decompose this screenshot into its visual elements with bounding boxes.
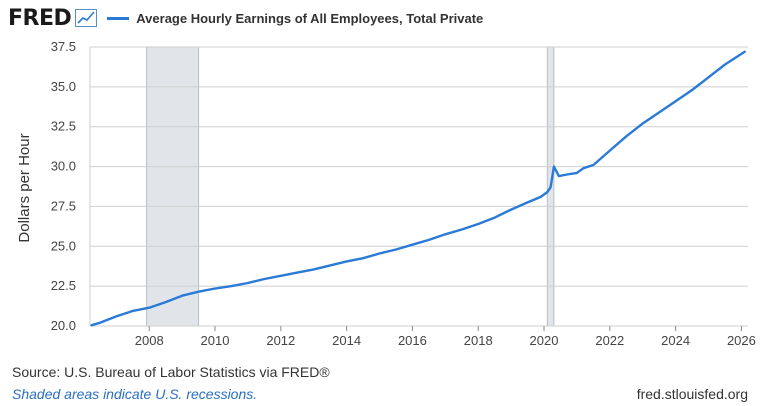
y-axis-ticks: 20.0 22.5 25.0 27.5 30.0 32.5 35.0 37.5 [51, 39, 76, 333]
recession-layer [146, 46, 555, 327]
chart-legend: Average Hourly Earnings of All Employees… [107, 11, 483, 26]
grid-layer [89, 46, 748, 327]
x-tick-label: 2024 [661, 333, 690, 348]
fred-logo[interactable]: FRED [8, 5, 72, 31]
recession-note: Shaded areas indicate U.S. recessions. [12, 386, 258, 402]
x-tick-label: 2026 [727, 333, 756, 348]
x-tick-label: 2022 [595, 333, 624, 348]
x-tick-label: 2016 [398, 333, 427, 348]
fred-url-link[interactable]: fred.stlouisfed.org [636, 386, 748, 402]
y-tick-label: 37.5 [51, 39, 76, 54]
y-tick-label: 35.0 [51, 79, 76, 94]
x-tick-label: 2008 [135, 333, 164, 348]
y-tick-label: 25.0 [51, 238, 76, 253]
y-tick-label: 32.5 [51, 119, 76, 134]
x-tick-label: 2012 [266, 333, 295, 348]
y-tick-label: 20.0 [51, 318, 76, 333]
series-line [90, 50, 746, 327]
y-tick-label: 22.5 [51, 278, 76, 293]
x-tick-label: 2018 [464, 333, 493, 348]
recession-band [146, 46, 200, 327]
chart-title: Average Hourly Earnings of All Employees… [136, 10, 484, 26]
x-axis-ticks: 2008 2010 2012 2014 2016 2018 2020 2022 2024 2026 [135, 326, 756, 348]
x-tick-label: 2020 [530, 333, 559, 348]
x-tick-label: 2010 [201, 333, 230, 348]
source-note: Source: U.S. Bureau of Labor Statistics … [12, 364, 330, 380]
y-axis-label: Dollars per Hour [16, 133, 33, 242]
series-layer [90, 50, 746, 327]
legend-swatch [107, 16, 130, 20]
x-tick-label: 2014 [332, 333, 361, 348]
header: FRED Average Hourly Earnings of All Empl… [8, 4, 483, 32]
trend-chart-icon [75, 9, 98, 27]
y-tick-label: 30.0 [51, 159, 76, 174]
y-tick-label: 27.5 [51, 198, 76, 213]
